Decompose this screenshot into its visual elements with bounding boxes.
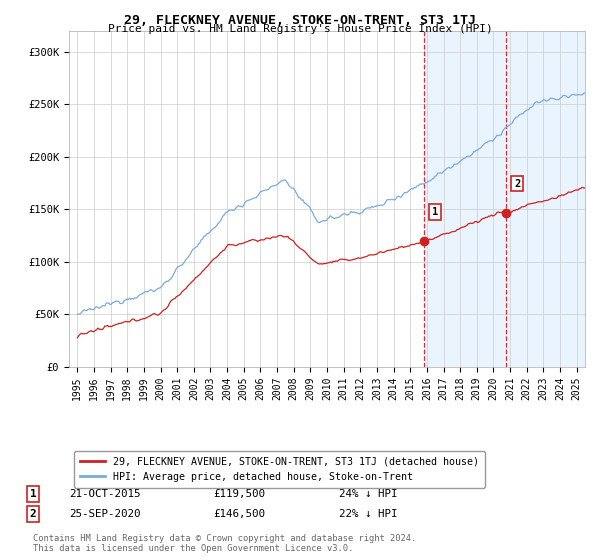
Text: 24% ↓ HPI: 24% ↓ HPI: [339, 489, 397, 499]
Text: 22% ↓ HPI: 22% ↓ HPI: [339, 509, 397, 519]
Bar: [424, 31, 585, 367]
Text: 21-OCT-2015: 21-OCT-2015: [69, 489, 140, 499]
Text: 2: 2: [514, 179, 520, 189]
Text: 1: 1: [29, 489, 37, 499]
Text: £119,500: £119,500: [213, 489, 265, 499]
Text: Contains HM Land Registry data © Crown copyright and database right 2024.
This d: Contains HM Land Registry data © Crown c…: [33, 534, 416, 553]
Legend: 29, FLECKNEY AVENUE, STOKE-ON-TRENT, ST3 1TJ (detached house), HPI: Average pric: 29, FLECKNEY AVENUE, STOKE-ON-TRENT, ST3…: [74, 451, 485, 488]
Text: Price paid vs. HM Land Registry's House Price Index (HPI): Price paid vs. HM Land Registry's House …: [107, 24, 493, 34]
Text: 1: 1: [432, 207, 438, 217]
Text: £146,500: £146,500: [213, 509, 265, 519]
Text: 29, FLECKNEY AVENUE, STOKE-ON-TRENT, ST3 1TJ: 29, FLECKNEY AVENUE, STOKE-ON-TRENT, ST3…: [124, 14, 476, 27]
Text: 2: 2: [29, 509, 37, 519]
Text: 25-SEP-2020: 25-SEP-2020: [69, 509, 140, 519]
